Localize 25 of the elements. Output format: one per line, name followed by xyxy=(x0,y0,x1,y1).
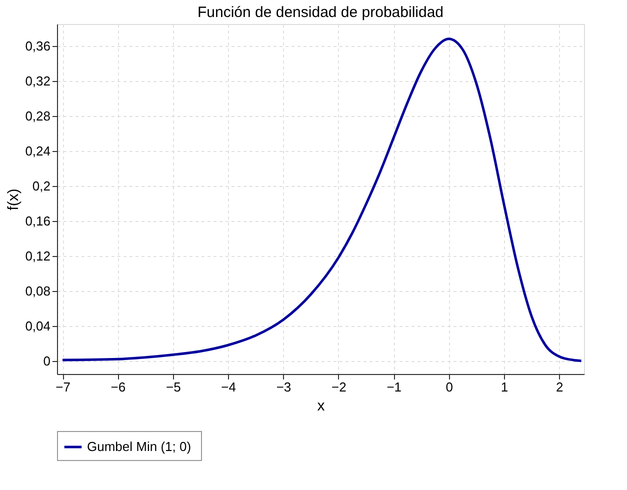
x-tick-label: 2 xyxy=(556,380,564,394)
x-tick-label: −6 xyxy=(110,380,126,394)
x-axis-title: x xyxy=(317,398,326,414)
chart-title: Función de densidad de probabilidad xyxy=(197,4,444,21)
y-tick-label: 0,28 xyxy=(25,108,50,124)
y-tick-label: 0,12 xyxy=(25,248,50,264)
x-tick-label: 0 xyxy=(446,380,453,394)
x-tick-label: −1 xyxy=(386,380,402,394)
line-series xyxy=(61,38,582,362)
y-tick-label: 0,16 xyxy=(25,213,50,228)
x-tick-label: −3 xyxy=(276,380,292,394)
y-tick-label: 0,24 xyxy=(25,143,50,158)
y-axis-title: f(x) xyxy=(5,188,22,210)
y-tick-label: 0,32 xyxy=(25,73,50,88)
x-tick-label: −5 xyxy=(166,380,181,394)
y-tick-label: 0,36 xyxy=(25,38,50,54)
y-tick-label: 0,08 xyxy=(25,283,50,298)
x-tick-label: −2 xyxy=(332,380,346,394)
x-tick-label: −7 xyxy=(56,380,70,394)
y-tick-label: 0 xyxy=(43,353,50,368)
x-tick-label: −4 xyxy=(221,380,236,394)
y-tick-label: 0,2 xyxy=(32,178,50,194)
y-tick-label: 0,04 xyxy=(25,318,50,334)
x-tick-label: 1 xyxy=(500,380,508,394)
legend-label: Gumbel Min (1; 0) xyxy=(87,439,192,454)
